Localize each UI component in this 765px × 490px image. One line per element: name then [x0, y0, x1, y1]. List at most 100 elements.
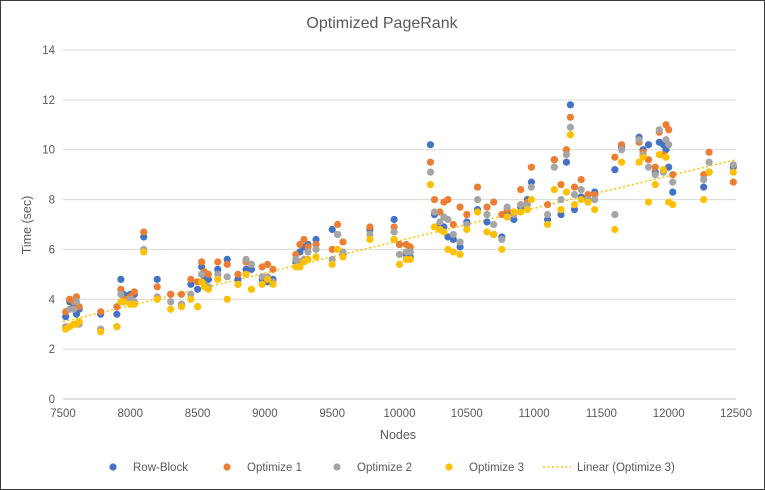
data-point	[214, 270, 222, 278]
data-point	[333, 220, 342, 229]
data-point	[449, 235, 457, 244]
data-point	[328, 255, 336, 263]
data-point	[557, 205, 565, 214]
data-point	[140, 233, 148, 241]
legend-item-3: Optimize 3	[445, 462, 524, 474]
data-point	[328, 225, 336, 234]
data-point	[223, 255, 231, 263]
data-point	[269, 265, 277, 273]
data-point	[705, 148, 713, 156]
data-point	[258, 273, 266, 281]
data-point	[333, 230, 342, 239]
data-point	[395, 250, 404, 259]
data-point	[639, 153, 647, 161]
legend-marker	[109, 463, 117, 471]
x-tick-label: 11500	[586, 408, 617, 420]
data-point	[366, 230, 374, 239]
data-point	[584, 198, 592, 206]
data-point	[117, 290, 125, 298]
data-point	[444, 195, 452, 204]
data-point	[440, 228, 448, 236]
data-point	[577, 195, 585, 204]
y-axis-ticks: 0 2 4 6 8 10 12 14	[42, 45, 55, 406]
data-point	[577, 176, 585, 184]
data-point	[700, 176, 708, 184]
data-point	[523, 200, 531, 209]
data-point	[644, 141, 653, 149]
x-tick-label: 10500	[451, 408, 483, 420]
data-point	[214, 258, 222, 266]
data-point	[517, 200, 525, 209]
data-point	[167, 305, 175, 313]
data-point	[498, 210, 506, 219]
data-point	[366, 235, 374, 244]
data-point	[333, 245, 342, 254]
data-point	[463, 225, 471, 234]
data-point	[498, 235, 506, 244]
data-point	[659, 166, 667, 174]
data-point	[258, 280, 266, 288]
x-tick-label: 7500	[50, 408, 76, 420]
data-point	[339, 248, 347, 256]
data-point	[117, 275, 125, 283]
data-point	[194, 285, 202, 293]
y-tick-label: 8	[49, 195, 55, 207]
data-point	[234, 270, 242, 278]
data-point	[390, 235, 398, 244]
data-point	[510, 208, 518, 216]
data-point	[444, 233, 452, 241]
data-point	[562, 188, 571, 196]
data-point	[97, 308, 105, 316]
legend: Row-Block Optimize 1 Optimize 2 Optimize 3 L…	[109, 462, 675, 474]
data-point	[430, 223, 439, 231]
data-point	[223, 273, 231, 281]
data-point	[449, 230, 457, 239]
data-point	[550, 186, 558, 194]
legend-label: Optimize 2	[357, 462, 412, 474]
data-point	[312, 253, 320, 261]
data-point	[198, 258, 206, 266]
data-point	[490, 198, 498, 206]
y-tick-label: 4	[49, 294, 56, 306]
data-point	[566, 113, 575, 121]
data-point	[557, 195, 565, 204]
data-point	[242, 265, 250, 273]
data-point	[117, 285, 125, 293]
data-point	[729, 178, 737, 186]
series-0	[62, 101, 737, 321]
data-point	[617, 146, 626, 154]
data-point	[463, 220, 471, 229]
legend-item-0: Row-Block	[109, 462, 188, 474]
x-tick-label: 8500	[185, 408, 211, 420]
data-point	[304, 255, 312, 263]
data-point	[204, 270, 212, 278]
data-point	[635, 158, 643, 166]
data-point	[194, 303, 202, 311]
data-point	[390, 228, 398, 236]
data-point	[665, 126, 673, 134]
legend-item-1: Optimize 1	[223, 462, 302, 474]
y-tick-label: 6	[49, 244, 55, 256]
data-point	[543, 210, 552, 219]
series-3	[62, 131, 737, 336]
data-point	[234, 275, 242, 283]
data-point	[296, 240, 304, 249]
data-point	[444, 245, 452, 254]
data-point	[473, 208, 482, 216]
data-point	[510, 215, 518, 224]
data-point	[557, 181, 565, 189]
data-point	[390, 215, 398, 224]
data-point	[395, 240, 404, 249]
data-point	[223, 295, 231, 303]
data-point	[390, 223, 398, 231]
data-point	[456, 238, 464, 246]
data-point	[611, 166, 619, 174]
data-point	[153, 275, 161, 283]
data-point	[187, 280, 195, 288]
legend-label: Optimize 1	[247, 462, 302, 474]
data-point	[119, 298, 128, 306]
data-point	[651, 181, 659, 189]
data-point	[566, 131, 575, 139]
data-point	[167, 298, 175, 306]
data-point	[611, 225, 619, 234]
